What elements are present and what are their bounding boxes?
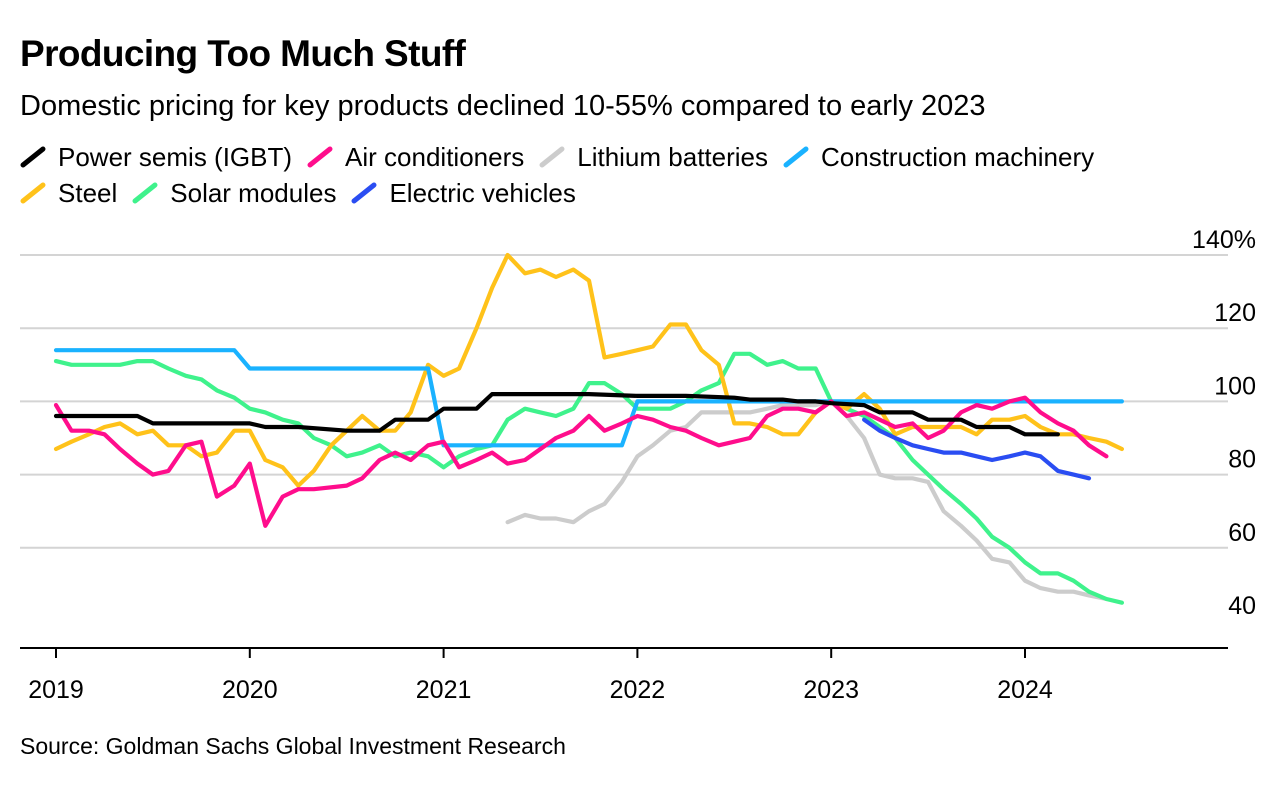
legend-swatch-power-semis [20,146,46,168]
series-lines [53,252,1124,605]
y-tick-label-140: 140% [1192,226,1256,254]
legend-swatch-solar-modules [132,182,158,204]
y-tick-label-120: 120 [1214,299,1256,327]
y-tick-label-40: 40 [1228,592,1256,620]
source-note: Source: Goldman Sachs Global Investment … [20,733,566,759]
x-tick-label-2019: 2019 [28,676,84,704]
legend-item-power-semis: Power semis (IGBT) [20,139,292,175]
legend-label-construction-machinery: Construction machinery [821,142,1095,172]
series-line-power-semis-igbt [53,392,1060,437]
x-tick-label-2023: 2023 [803,676,859,704]
legend-item-electric-vehicles: Electric vehicles [351,175,576,211]
legend-swatch-electric-vehicles [351,182,377,204]
legend-item-construction-machinery: Construction machinery [783,139,1094,175]
y-axis-tick-labels: 40 60 80 100 120 140% [1192,226,1256,620]
legend-item-lithium-batteries: Lithium batteries [539,139,768,175]
legend-label-lithium-batteries: Lithium batteries [577,142,768,172]
series-line-construction-machinery [53,348,1124,448]
legend-item-steel: Steel [20,175,117,211]
legend-label-steel: Steel [58,178,118,208]
chart-subtitle: Domestic pricing for key products declin… [20,90,986,122]
series-line-electric-vehicles [862,417,1092,481]
legend-label-air-conditioners: Air conditioners [345,142,525,172]
series-line-lithium-batteries [505,399,1109,602]
x-tick-label-2020: 2020 [222,676,278,704]
y-tick-label-60: 60 [1228,519,1256,547]
series-line-solar-modules [53,351,1124,605]
legend-swatch-air-conditioners [307,146,333,168]
y-tick-label-100: 100 [1214,372,1256,400]
legend: Power semis (IGBT) Air conditioners Lith… [20,139,1260,211]
legend-row: Power semis (IGBT) Air conditioners Lith… [20,139,1260,175]
x-axis: 2019 2020 2021 2022 2023 2024 [20,647,1228,704]
legend-swatch-lithium-batteries [539,146,565,168]
legend-row: Steel Solar modules Electric vehicles [20,175,1260,211]
series-line-air-conditioners [53,395,1109,528]
legend-swatch-steel [20,182,46,204]
x-tick-label-2024: 2024 [997,676,1053,704]
legend-item-air-conditioners: Air conditioners [307,139,524,175]
y-tick-label-80: 80 [1228,446,1256,474]
x-tick-label-2021: 2021 [416,676,472,704]
x-tick-label-2022: 2022 [610,676,666,704]
legend-label-power-semis: Power semis (IGBT) [58,142,293,172]
chart-title: Producing Too Much Stuff [20,33,466,74]
series-line-steel [53,252,1124,488]
legend-item-solar-modules: Solar modules [132,175,336,211]
legend-label-electric-vehicles: Electric vehicles [389,178,576,208]
legend-swatch-construction-machinery [783,146,809,168]
legend-label-solar-modules: Solar modules [170,178,337,208]
